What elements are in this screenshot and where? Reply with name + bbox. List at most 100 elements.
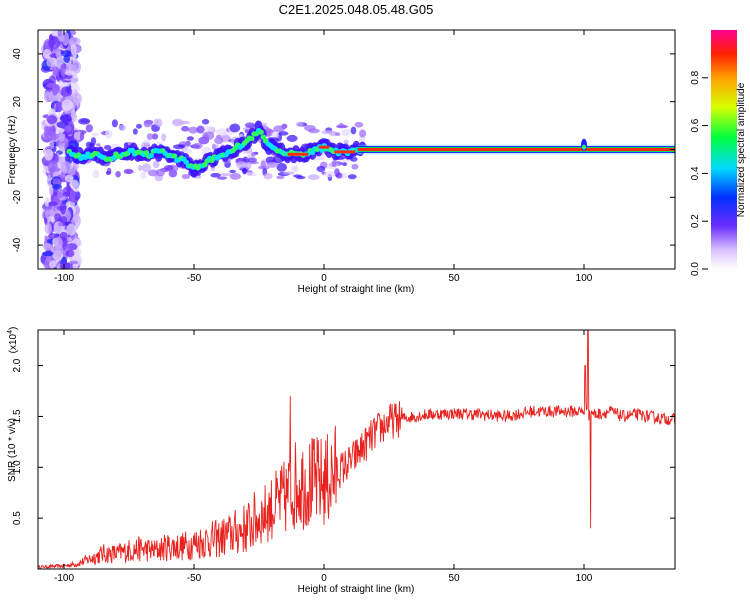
spectral-blob — [44, 222, 52, 235]
spectral-blob — [115, 170, 121, 178]
spectral-blob — [59, 231, 68, 241]
spectral-blob — [104, 129, 113, 139]
spectral-blob — [155, 118, 163, 128]
spectral-blob — [71, 264, 79, 269]
spectral-blob — [59, 201, 67, 215]
spectrogram-y-label: Frequency (Hz) — [7, 116, 18, 185]
spectral-blob — [324, 170, 336, 178]
ridge-core — [183, 159, 189, 165]
snr-ticks: -100 -50 0 50 100 0.5 1.0 1.5 2.0 — [12, 330, 675, 584]
snr-panel: -100 -50 0 50 100 0.5 1.0 1.5 2.0 Height of stra… — [7, 327, 676, 595]
spectral-blob — [215, 128, 227, 136]
spectral-blob — [58, 35, 65, 42]
figure-title: C2E1.2025.048.05.48.G05 — [279, 2, 434, 17]
x-tick-label: -100 — [54, 573, 74, 584]
spectral-blob — [48, 36, 61, 50]
spectral-blob — [316, 165, 326, 172]
spectral-blob — [64, 174, 74, 183]
spectrogram-heatmap — [40, 30, 675, 269]
spectral-blob — [96, 143, 101, 147]
spectral-blob — [351, 163, 359, 170]
spectral-blob — [68, 260, 79, 265]
spectral-blob — [51, 159, 58, 172]
colorbar-gradient — [711, 30, 737, 269]
spectral-blob — [172, 144, 185, 150]
y-tick-label: 1.5 — [12, 409, 23, 423]
spectral-blob — [79, 131, 85, 141]
colorbar-ticks: 0.0 0.2 0.4 0.6 0.8 — [690, 70, 708, 276]
ridge-core — [260, 134, 267, 140]
spectral-blob — [118, 124, 127, 131]
y-tick-label: 40 — [12, 48, 23, 60]
stable-band-core — [357, 148, 675, 151]
spectral-blob — [85, 124, 93, 133]
spectral-blob — [331, 160, 337, 167]
spectral-blob — [203, 133, 210, 143]
spectral-blob — [60, 161, 72, 174]
y-tick-label: -40 — [12, 237, 23, 252]
spectral-blob — [48, 201, 58, 206]
spectral-blob — [242, 167, 247, 175]
y-tick-label: 20 — [12, 96, 23, 108]
spectral-blob — [70, 64, 78, 73]
spectral-blob — [276, 175, 285, 180]
spectral-blob — [250, 151, 256, 157]
spectral-blob — [342, 162, 347, 167]
spectral-blob — [137, 164, 143, 172]
spectral-blob — [58, 80, 63, 88]
snr-line — [38, 330, 675, 569]
spectral-blob — [69, 179, 79, 190]
spectral-blob — [334, 168, 340, 178]
spectral-blob — [43, 148, 54, 161]
spectral-blob — [61, 99, 73, 111]
spectral-blob — [334, 132, 341, 136]
spectral-blob — [69, 37, 81, 46]
spectral-blob — [260, 160, 267, 170]
x-tick-label: 100 — [576, 273, 593, 284]
ridge-core — [319, 147, 325, 153]
spectral-blob — [151, 133, 159, 140]
snr-frame — [37, 329, 676, 570]
spectral-blob — [60, 86, 73, 98]
spectral-blob — [78, 118, 91, 125]
spectral-blob — [55, 101, 63, 113]
x-tick-label: -50 — [187, 273, 202, 284]
spectral-blob — [42, 48, 52, 59]
spectral-blob — [146, 133, 154, 140]
spectral-blob — [214, 144, 219, 148]
x-tick-label: -100 — [54, 273, 74, 284]
spectral-blob — [161, 133, 167, 142]
spectral-blob — [135, 123, 143, 129]
snr-y-label: SNR (10 * v/v) — [7, 418, 18, 482]
spectral-blob — [49, 260, 56, 269]
spectral-blob — [358, 129, 367, 138]
x-tick-label: 50 — [448, 273, 460, 284]
spectral-blob — [50, 30, 60, 37]
spectral-blob — [163, 164, 174, 171]
x-tick-label: 0 — [321, 573, 327, 584]
spectral-blob — [106, 167, 112, 175]
spectral-blob — [55, 128, 65, 133]
spectral-blob — [70, 43, 77, 56]
spectral-blob — [229, 172, 242, 180]
spectral-blob — [181, 125, 190, 132]
spectral-blob — [192, 142, 203, 150]
colorbar-label: Normalized spectral amplitude — [736, 82, 747, 217]
spectral-blob — [354, 121, 364, 128]
spectral-blob — [111, 119, 118, 128]
y-tick-label: 1.0 — [12, 460, 23, 474]
glitch-blob — [582, 144, 586, 150]
snr-x-label: Height of straight line (km) — [298, 584, 415, 595]
spectral-blob — [70, 109, 76, 120]
spectral-blob — [203, 125, 214, 132]
spectral-blob — [296, 175, 306, 180]
snr-y-multiplier: (x104) — [7, 327, 19, 354]
spectral-blob — [65, 249, 75, 258]
spectral-blob — [61, 50, 72, 58]
spectral-blob — [44, 197, 50, 207]
spectral-blob — [273, 125, 286, 133]
spectral-blob — [201, 118, 210, 125]
spectral-blob — [156, 141, 164, 145]
ridge-hot-segment — [318, 145, 330, 149]
